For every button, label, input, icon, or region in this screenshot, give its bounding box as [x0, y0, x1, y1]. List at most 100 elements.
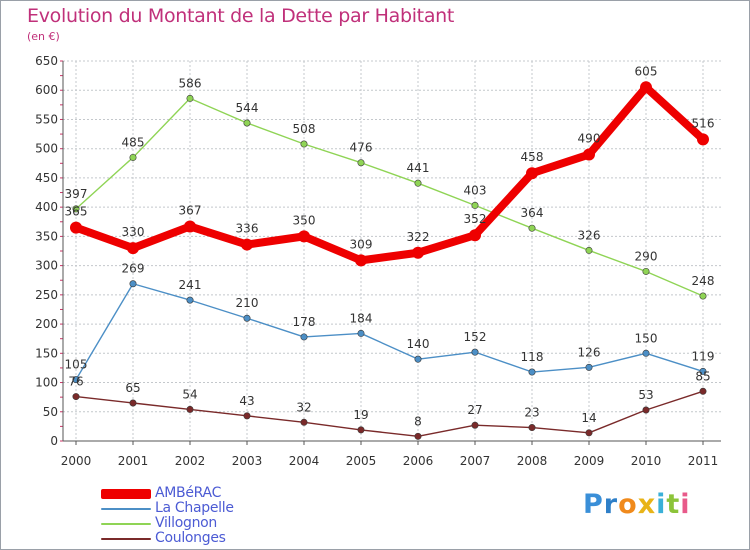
data-label: 105 [65, 358, 88, 372]
y-tick-label: 550 [35, 112, 58, 126]
data-label: 326 [578, 228, 601, 242]
data-point [357, 426, 365, 434]
y-tick-label: 0 [50, 434, 58, 448]
data-point [469, 229, 481, 242]
legend-label: Villognon [155, 515, 218, 531]
data-label: 397 [65, 187, 88, 201]
data-label: 605 [635, 64, 658, 78]
data-label: 126 [578, 345, 601, 359]
data-label: 336 [236, 222, 259, 236]
data-label: 178 [293, 315, 316, 329]
data-label: 352 [464, 212, 487, 226]
logo-letter: t [666, 489, 681, 520]
data-point [699, 292, 707, 300]
data-label: 290 [635, 249, 658, 263]
data-point [471, 348, 479, 356]
data-label: 184 [350, 311, 373, 325]
data-point [243, 412, 251, 420]
data-point [357, 329, 365, 337]
data-label: 367 [179, 203, 202, 217]
data-label: 544 [236, 101, 259, 115]
series-line-3 [75, 390, 704, 438]
y-tick-label: 350 [35, 229, 58, 243]
series-line-2 [75, 97, 704, 297]
x-tick-label: 2011 [688, 454, 719, 468]
legend-item: Villognon [101, 515, 361, 532]
data-point [357, 159, 365, 167]
data-label: 54 [182, 387, 197, 401]
data-point [642, 349, 650, 357]
data-label: 118 [521, 350, 544, 364]
data-label: 8 [414, 414, 422, 428]
legend-item: AMBéRAC [101, 485, 361, 502]
data-label: 23 [524, 406, 539, 420]
data-label: 309 [350, 237, 373, 251]
data-point [640, 81, 652, 94]
data-label: 476 [350, 141, 373, 155]
legend-label: Coulonges [155, 530, 226, 546]
y-tick-label: 450 [35, 171, 58, 185]
data-label: 586 [179, 76, 202, 90]
data-point [697, 133, 709, 146]
data-point [412, 246, 424, 259]
data-label: 53 [638, 388, 653, 402]
data-label: 485 [122, 135, 145, 149]
data-point [186, 296, 194, 304]
chart-subtitle: (en €) [27, 30, 60, 43]
legend-item: Coulonges [101, 530, 361, 547]
data-label: 27 [467, 403, 482, 417]
data-label: 458 [521, 150, 544, 164]
data-point [355, 254, 367, 267]
y-tick-label: 100 [35, 376, 58, 390]
x-tick-label: 2009 [574, 454, 605, 468]
data-label: 32 [296, 400, 311, 414]
data-label: 150 [635, 331, 658, 345]
data-label: 441 [407, 161, 430, 175]
data-point [298, 230, 310, 243]
legend-swatch [101, 523, 151, 525]
data-point [414, 179, 422, 187]
data-point [585, 363, 593, 371]
x-tick-label: 2006 [403, 454, 434, 468]
data-label: 210 [236, 296, 259, 310]
x-tick-label: 2000 [61, 454, 92, 468]
data-label: 330 [122, 225, 145, 239]
data-label: 241 [179, 278, 202, 292]
data-point [471, 201, 479, 209]
series-line-1 [75, 283, 704, 381]
data-point [583, 148, 595, 161]
data-point [699, 387, 707, 395]
logo-letter: i [656, 489, 667, 520]
data-point [129, 153, 137, 161]
data-point [70, 221, 82, 234]
logo-letter: r [603, 489, 619, 520]
logo-letter: x [637, 489, 657, 520]
data-label: 65 [125, 381, 140, 395]
data-label: 119 [692, 349, 715, 363]
data-point [585, 246, 593, 254]
x-tick-label: 2007 [460, 454, 491, 468]
y-tick-label: 400 [35, 200, 58, 214]
x-tick-label: 2003 [232, 454, 263, 468]
data-point [300, 333, 308, 341]
data-label: 152 [464, 330, 487, 344]
x-tick-label: 2010 [631, 454, 662, 468]
data-label: 490 [578, 132, 601, 146]
legend-swatch [101, 489, 151, 499]
data-label: 516 [692, 116, 715, 130]
data-label: 508 [293, 122, 316, 136]
y-tick-label: 300 [35, 259, 58, 273]
data-point [528, 368, 536, 376]
legend: AMBéRAC La Chapelle Villognon Coulonges [101, 485, 361, 547]
data-point [243, 314, 251, 322]
data-point [129, 280, 137, 288]
proxiti-logo: Proxiti [583, 489, 691, 520]
data-point [72, 376, 80, 384]
data-label: 248 [692, 274, 715, 288]
data-point [699, 367, 707, 375]
data-point [642, 267, 650, 275]
data-point [72, 393, 80, 401]
data-point [241, 238, 253, 251]
data-point [129, 399, 137, 407]
legend-swatch [101, 538, 151, 540]
